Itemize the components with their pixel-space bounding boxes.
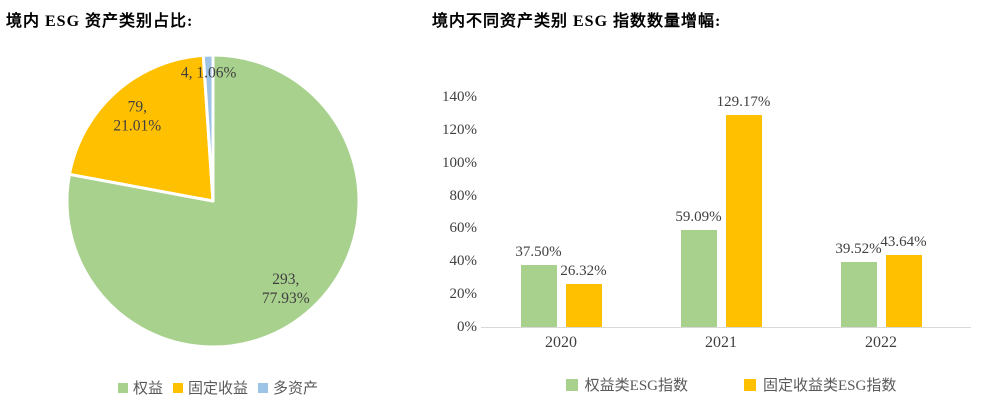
bar-fixed-income-esg-index-2021: [725, 114, 762, 327]
legend-swatch-fixed-income: [172, 382, 183, 393]
x-axis-line: [481, 327, 971, 328]
legend-item-multi-asset: 多资产: [258, 377, 318, 398]
legend-label-equity: 权益: [132, 381, 163, 397]
legend-label-equity-esg-index: 权益类ESG指数: [584, 378, 688, 394]
bar-value-label-fixed-income-esg-index-2021: 129.17%: [716, 93, 771, 110]
legend-item-equity-esg-index: 权益类ESG指数: [565, 374, 688, 395]
bar-value-label-fixed-income-esg-index-2020: 26.32%: [560, 262, 607, 279]
legend-item-equity: 权益: [117, 377, 163, 398]
y-axis-tick-label: 20%: [449, 286, 478, 303]
x-category-label-2021: 2021: [705, 334, 737, 351]
y-axis-tick-label: 0%: [457, 319, 477, 335]
bar-fixed-income-esg-index-2020: [565, 283, 602, 327]
y-axis-tick-label: 40%: [449, 253, 478, 270]
legend-item-fixed-income: 固定收益: [172, 377, 248, 398]
pie-chart-title: 境内 ESG 资产类别占比:: [6, 13, 194, 30]
pie-slice-fixed-income: [67, 53, 215, 203]
legend-swatch-equity: [117, 382, 128, 393]
pie-data-label-multi-asset: 4, 1.06%: [181, 65, 237, 82]
pie-data-label-fixed-income: 79, 21.01%: [113, 98, 161, 134]
pie-data-label-equity: 293, 77.93%: [262, 271, 310, 307]
bar-value-label-equity-esg-index-2022: 39.52%: [835, 241, 882, 258]
legend-label-fixed-income-esg-index: 固定收益类ESG指数: [763, 378, 897, 394]
bar-fixed-income-esg-index-2022: [885, 255, 922, 327]
bar-equity-esg-index-2021: [680, 229, 717, 327]
legend-label-multi-asset: 多资产: [273, 381, 319, 397]
y-axis-tick-label: 60%: [449, 220, 478, 237]
bar-value-label-equity-esg-index-2021: 59.09%: [675, 208, 722, 225]
pie-slice-multi-asset: [201, 53, 215, 203]
y-axis-tick-label: 120%: [442, 121, 477, 138]
bar-chart-title: 境内不同资产类别 ESG 指数数量增幅:: [432, 13, 722, 30]
x-category-label-2022: 2022: [865, 334, 897, 351]
pie-chart: 293, 77.93% 79, 21.01% 4, 1.06%: [65, 53, 361, 349]
legend-swatch-equity-esg-index: [565, 378, 578, 391]
bar-equity-esg-index-2020: [520, 265, 557, 327]
bar-value-label-equity-esg-index-2020: 37.50%: [515, 244, 562, 261]
y-axis-tick-label: 140%: [442, 89, 477, 105]
y-axis-tick-label: 100%: [442, 154, 477, 171]
bar-legend: 权益类ESG指数 固定收益类ESG指数: [486, 374, 976, 395]
legend-item-fixed-income-esg-index: 固定收益类ESG指数: [744, 374, 896, 395]
bar-value-label-fixed-income-esg-index-2022: 43.64%: [880, 234, 927, 251]
legend-swatch-multi-asset: [258, 382, 268, 393]
x-category-label-2020: 2020: [545, 334, 577, 351]
y-axis-tick-label: 80%: [449, 187, 478, 204]
pie-legend: 权益 固定收益 多资产: [38, 377, 398, 398]
bar-equity-esg-index-2022: [840, 262, 877, 327]
legend-swatch-fixed-income-esg-index: [744, 378, 756, 391]
legend-label-fixed-income: 固定收益: [187, 381, 248, 397]
